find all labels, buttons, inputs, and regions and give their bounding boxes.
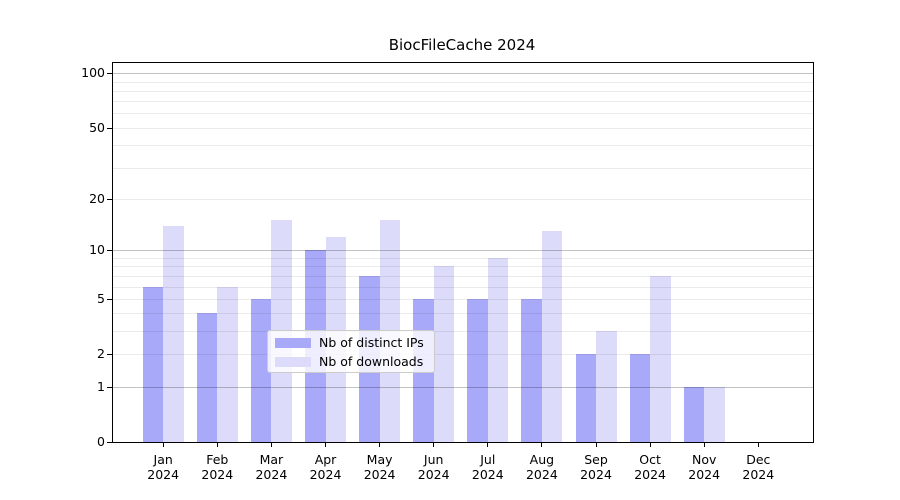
x-tick-label-feb: Feb 2024 (201, 452, 234, 482)
x-tick-label-jan: Jan 2024 (147, 452, 180, 482)
x-tick-aug (541, 442, 543, 447)
legend-entry-downloads: Nb of downloads (268, 352, 434, 371)
y-tick-100 (107, 73, 112, 75)
minor-gridline-2 (113, 354, 813, 356)
x-tick-may (379, 442, 381, 447)
x-tick-feb (216, 442, 218, 447)
x-tick-label-sep: Sep 2024 (580, 452, 612, 482)
x-tick-label-jun: Jun 2024 (417, 452, 450, 482)
minor-gridline-60 (113, 113, 813, 115)
major-gridline-1 (113, 386, 813, 388)
y-tick-label: 20 (89, 190, 105, 206)
x-tick-label-apr: Apr 2024 (309, 452, 342, 482)
minor-gridline-7 (113, 275, 813, 277)
y-tick-0 (107, 442, 112, 443)
x-tick-apr (325, 442, 326, 447)
minor-gridline-5 (113, 298, 813, 300)
x-tick-label-dec: Dec 2024 (742, 452, 775, 482)
y-tick-1 (107, 386, 112, 388)
legend-swatch-downloads (275, 356, 311, 367)
bar-feb-downloads (217, 286, 238, 442)
y-tick-label: 10 (89, 242, 105, 258)
minor-gridline-20 (113, 198, 813, 200)
bar-mar-distinct-ips (250, 298, 272, 442)
x-tick-nov (703, 442, 705, 447)
y-tick-label: 5 (97, 290, 105, 306)
y-tick-5 (107, 298, 112, 300)
bar-jun-downloads (433, 266, 455, 442)
minor-gridline-3 (113, 331, 813, 333)
bar-nov-downloads (704, 386, 725, 442)
bar-feb-distinct-ips (196, 313, 218, 442)
y-tick-label: 2 (97, 346, 105, 362)
y-tick-2 (107, 354, 112, 356)
y-tick-label: 50 (89, 119, 105, 135)
x-tick-label-may: May 2024 (363, 452, 396, 482)
bar-oct-downloads (650, 275, 671, 442)
minor-gridline-6 (113, 286, 813, 288)
x-tick-label-jul: Jul 2024 (471, 452, 504, 482)
x-tick-label-mar: Mar 2024 (255, 452, 288, 482)
minor-gridline-80 (113, 90, 813, 92)
bar-jan-downloads (163, 225, 184, 442)
bar-jul-distinct-ips (467, 298, 488, 442)
x-tick-jul (487, 442, 489, 447)
bar-jul-downloads (487, 258, 509, 442)
x-tick-jan (162, 442, 164, 447)
minor-gridline-30 (113, 167, 813, 169)
x-tick-mar (270, 442, 272, 447)
x-tick-sep (595, 442, 597, 447)
y-tick-label: 100 (81, 65, 105, 81)
x-tick-dec (757, 442, 759, 447)
x-tick-label-oct: Oct 2024 (634, 452, 666, 482)
legend: Nb of distinct IPs Nb of downloads (267, 330, 435, 373)
bar-aug-distinct-ips (521, 298, 542, 442)
bar-oct-distinct-ips (629, 354, 651, 442)
minor-gridline-90 (113, 81, 813, 83)
legend-label: Nb of distinct IPs (319, 335, 424, 350)
bar-jan-distinct-ips (142, 286, 164, 442)
x-tick-oct (649, 442, 651, 447)
legend-entry-distinct-ips: Nb of distinct IPs (268, 333, 434, 352)
y-tick-label: 0 (97, 434, 105, 449)
minor-gridline-4 (113, 313, 813, 315)
legend-label: Nb of downloads (319, 354, 424, 369)
minor-gridline-50 (113, 127, 813, 129)
minor-gridline-9 (113, 258, 813, 259)
x-tick-jun (433, 442, 435, 447)
major-gridline-100 (113, 73, 813, 75)
minor-gridline-70 (113, 101, 813, 103)
x-tick-label-nov: Nov 2024 (688, 452, 721, 482)
minor-gridline-40 (113, 145, 813, 147)
bar-sep-distinct-ips (575, 354, 596, 442)
bar-nov-distinct-ips (683, 386, 705, 442)
y-tick-10 (107, 250, 112, 252)
bar-sep-downloads (596, 331, 617, 442)
chart-title: BiocFileCache 2024 (388, 36, 536, 54)
y-tick-50 (107, 127, 112, 129)
y-tick-label: 1 (97, 378, 105, 394)
bar-aug-downloads (541, 231, 563, 442)
y-tick-20 (107, 198, 112, 200)
x-tick-label-aug: Aug 2024 (525, 452, 558, 482)
minor-gridline-8 (113, 266, 813, 268)
legend-swatch-distinct-ips (275, 337, 311, 348)
major-gridline-10 (113, 250, 813, 252)
plot-area: 100 50 20 10 5 2 1 0 Jan 2024 Feb 2024 Mar 2024 Apr… (81, 62, 814, 482)
